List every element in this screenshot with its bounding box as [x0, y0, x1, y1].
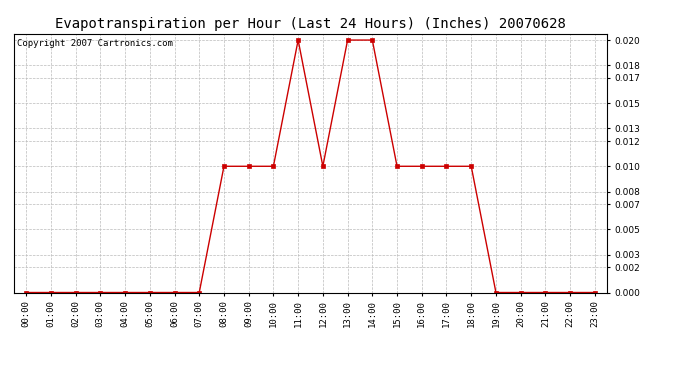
Text: Copyright 2007 Cartronics.com: Copyright 2007 Cartronics.com [17, 39, 172, 48]
Title: Evapotranspiration per Hour (Last 24 Hours) (Inches) 20070628: Evapotranspiration per Hour (Last 24 Hou… [55, 17, 566, 31]
